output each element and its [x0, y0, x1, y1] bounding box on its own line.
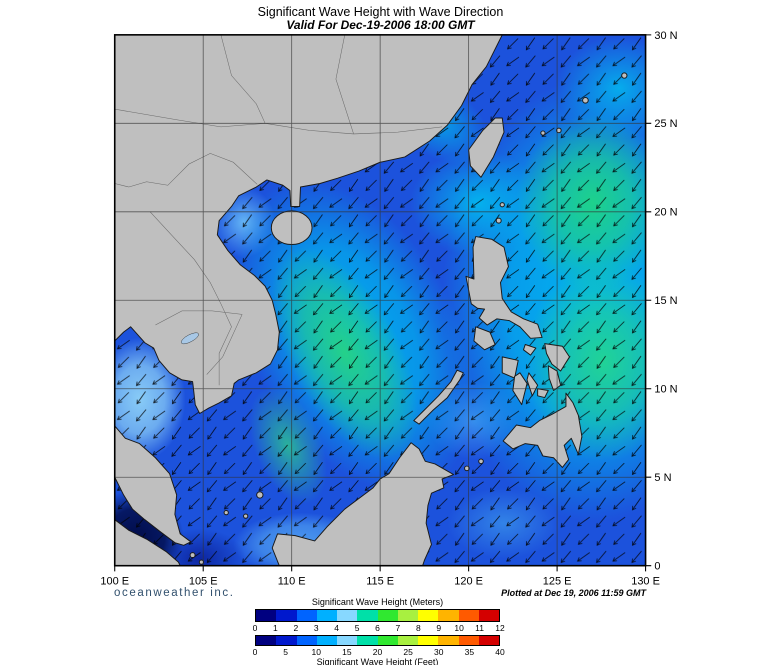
taiwan-island	[468, 117, 505, 178]
legend-tick: 40	[495, 647, 505, 657]
luzon-island	[465, 236, 543, 339]
legend-colorbar-meters	[255, 609, 500, 622]
legend-title-meters: Significant Wave Height (Meters)	[311, 597, 444, 607]
legend-tick: 12	[495, 623, 505, 633]
lat-label: 25 N	[654, 118, 677, 130]
lon-label: 130 E	[631, 575, 660, 587]
lat-label: 5 N	[654, 472, 671, 484]
legend-ticks-meters: 0 1 2 3 4 5 6 7 8 9 10 11 12	[252, 623, 505, 633]
legend-tick: 8	[415, 623, 421, 633]
land-malay-peninsula	[114, 425, 192, 546]
land-borneo	[271, 442, 455, 566]
lon-label: 105 E	[189, 575, 218, 587]
legend-title-feet: Significant Wave Height (Feet)	[316, 657, 439, 665]
legend-tick: 3	[313, 623, 319, 633]
legend-tick: 7	[395, 623, 401, 633]
lat-label: 10 N	[654, 384, 677, 396]
legend-tick: 9	[436, 623, 442, 633]
lat-label: 20 N	[654, 207, 677, 219]
mindoro-island	[473, 326, 496, 351]
wave-height-legend: Significant Wave Height (Meters) 0 1 2 3…	[252, 597, 505, 665]
legend-tick: 1	[273, 623, 278, 633]
legend-tick: 0	[252, 647, 258, 657]
legend-ticks-feet: 0 5 10 15 20 25 30 35 40	[252, 647, 505, 657]
mindanao-island	[502, 392, 583, 468]
legend-tick: 15	[342, 647, 352, 657]
chart-header: Significant Wave Height with Wave Direct…	[115, 5, 646, 33]
land-sumatra	[114, 519, 181, 566]
land-asia-mainland	[114, 34, 503, 415]
legend-tick: 5	[283, 647, 288, 657]
lon-label: 125 E	[543, 575, 572, 587]
small-islands	[189, 72, 628, 565]
legend-tick: 4	[334, 623, 340, 633]
lon-label: 115 E	[366, 575, 394, 587]
legend-tick: 2	[293, 623, 299, 633]
legend-tick: 20	[372, 647, 383, 657]
lon-label: 120 E	[454, 575, 483, 587]
legend-tick: 11	[475, 623, 484, 633]
map-canvas: 30 N 25 N 20 N 15 N 10 N 5 N 0 100 E 105…	[100, 30, 677, 588]
legend-tick: 35	[464, 647, 475, 657]
lat-label: 30 N	[654, 30, 677, 42]
cebu-island	[526, 372, 539, 397]
axis-ticks-right	[645, 34, 652, 567]
lon-label: 110 E	[278, 575, 306, 587]
bohol-island	[537, 388, 549, 399]
land-masses	[114, 34, 628, 566]
palawan-island	[413, 369, 464, 425]
page-title: Significant Wave Height with Wave Direct…	[257, 5, 504, 19]
legend-tick: 25	[403, 647, 413, 657]
plotted-timestamp: Plotted at Dec 19, 2006 11:59 GMT	[501, 588, 646, 598]
legend-colorbar-feet	[255, 635, 500, 646]
oceanweather-logo-text: oceanweather inc.	[114, 587, 235, 599]
tonle-sap-lake	[181, 332, 199, 345]
legend-tick: 0	[252, 623, 258, 633]
lon-label: 100 E	[100, 575, 129, 587]
legend-tick: 5	[354, 623, 360, 633]
masbate-island	[522, 344, 537, 356]
valid-time-subtitle: Valid For Dec-19-2006 18:00 GMT	[286, 18, 475, 33]
axis-ticks-bottom	[114, 565, 647, 572]
latitude-axis: 30 N 25 N 20 N 15 N 10 N 5 N 0	[654, 30, 677, 573]
lat-label: 15 N	[654, 295, 677, 307]
longitude-axis: 100 E 105 E 110 E 115 E 120 E 125 E 130 …	[100, 575, 660, 587]
grid-lines	[114, 34, 646, 566]
legend-tick: 10	[454, 623, 464, 633]
lat-label: 0	[654, 561, 660, 573]
legend-tick: 10	[311, 647, 321, 657]
legend-tick: 6	[375, 623, 380, 633]
country-borders	[114, 34, 443, 386]
legend-tick: 30	[434, 647, 444, 657]
